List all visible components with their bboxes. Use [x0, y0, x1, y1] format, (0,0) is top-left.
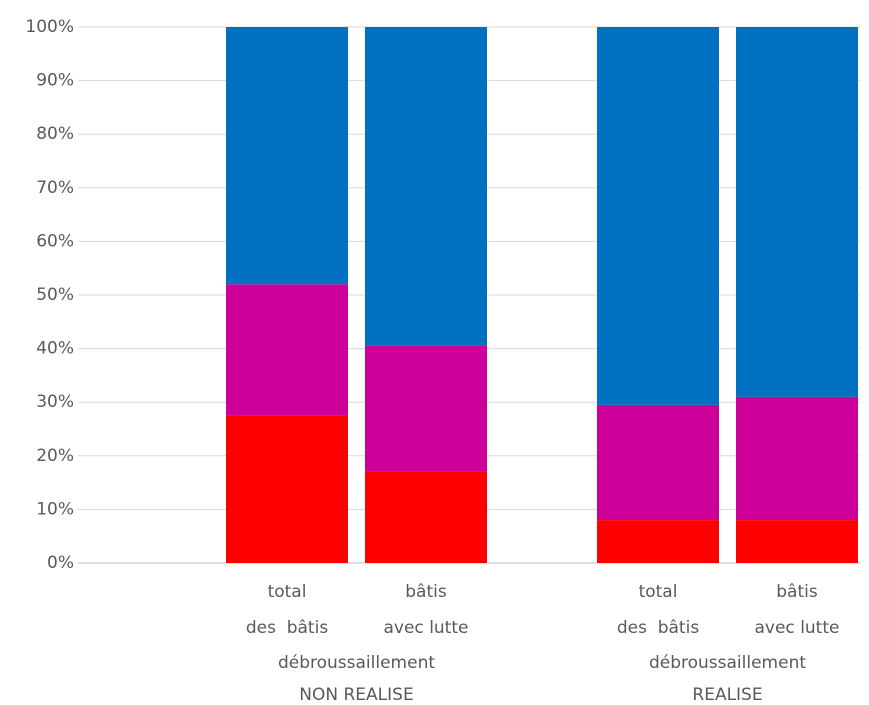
y-tick-label: 10%: [36, 499, 74, 519]
y-tick-label: 50%: [36, 285, 74, 305]
x-tick-label: total: [639, 582, 678, 602]
x-tick-label: avec lutte: [384, 618, 469, 638]
bar-segment: [736, 520, 858, 563]
group-label: NON REALISE: [299, 685, 413, 705]
bar-segment: [226, 415, 348, 563]
x-tick-label: bâtis: [776, 582, 818, 602]
group-label: débroussaillement: [649, 653, 806, 673]
y-tick-label: 0%: [47, 553, 74, 573]
y-tick-label: 30%: [36, 392, 74, 412]
x-tick-label: des bâtis: [617, 618, 700, 638]
y-tick-label: 100%: [25, 17, 74, 37]
x-tick-label: total: [268, 582, 307, 602]
group-label: REALISE: [692, 685, 762, 705]
y-tick-label: 80%: [36, 124, 74, 144]
y-tick-label: 40%: [36, 339, 74, 359]
bar-segment: [597, 520, 719, 563]
bar-segment: [365, 345, 487, 472]
x-tick-label: des bâtis: [246, 618, 329, 638]
bar-segment: [226, 27, 348, 285]
y-tick-label: 20%: [36, 446, 74, 466]
x-tick-label: avec lutte: [755, 618, 840, 638]
bar-segment: [226, 284, 348, 416]
x-tick-label: bâtis: [405, 582, 447, 602]
y-tick-label: 90%: [36, 71, 74, 91]
bar-segment: [736, 396, 858, 521]
bar-segment: [597, 27, 719, 405]
bar-segment: [365, 27, 487, 346]
group-label: débroussaillement: [278, 653, 435, 673]
y-tick-label: 60%: [36, 231, 74, 251]
y-tick-label: 70%: [36, 178, 74, 198]
bar-segment: [736, 27, 858, 397]
bar-segment: [365, 471, 487, 563]
bar-segment: [597, 404, 719, 521]
